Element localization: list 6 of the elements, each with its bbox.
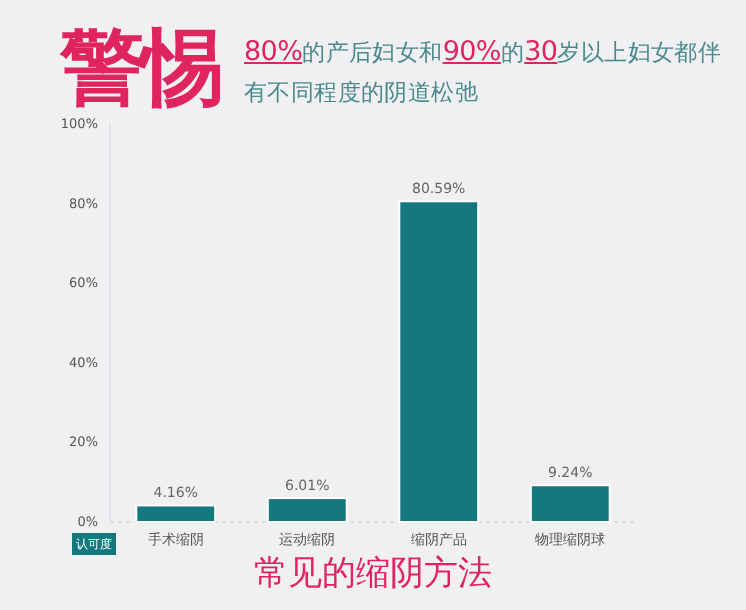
- bar: [266, 497, 348, 523]
- bar: [135, 504, 217, 523]
- x-axis-title: 常见的缩阴方法: [252, 552, 494, 596]
- text: 80%的产后妇女和90%的30岁以上妇女都伴有不同程度的阴道松弛: [244, 36, 722, 106]
- bar: [398, 200, 480, 523]
- bar: [529, 484, 611, 523]
